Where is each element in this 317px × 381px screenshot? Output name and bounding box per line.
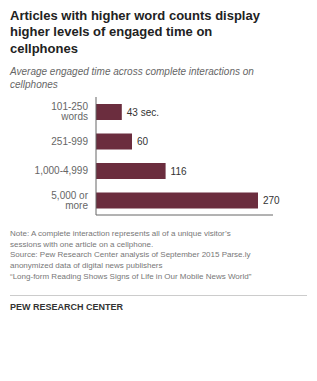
svg-text:116: 116 [171,165,187,176]
html-text:Average engaged time across co: Average engaged time across complete int… [10,65,254,90]
svg-text:43 sec.: 43 sec. [127,106,159,117]
svg-text:270: 270 [263,195,280,206]
html-text:Articles with higher word coun: Articles with higher word counts display… [10,8,260,56]
svg-text:101-250words: 101-250words [51,101,88,122]
html-text:PEW RESEARCH CENTER: PEW RESEARCH CENTER [10,301,123,312]
html-text:Note: A complete interaction r: Note: A complete interaction represents … [10,228,252,281]
svg-text:60: 60 [137,136,149,147]
svg-text:251-999: 251-999 [51,136,88,147]
svg-text:5,000 ormore: 5,000 ormore [51,190,88,211]
svg-text:1,000-4,999: 1,000-4,999 [35,165,89,176]
